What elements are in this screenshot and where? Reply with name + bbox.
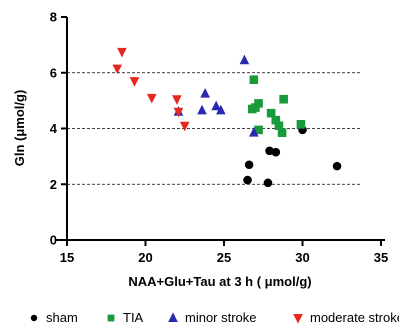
x-tick-label: 20 <box>138 250 152 265</box>
data-points <box>112 47 342 188</box>
data-point <box>172 95 182 105</box>
data-point <box>249 127 259 137</box>
data-point <box>197 104 207 115</box>
legend-marker <box>30 314 38 322</box>
data-point <box>271 147 281 157</box>
series-TIA <box>247 75 306 137</box>
legend-item-moderate-stroke: moderate stroke <box>293 310 399 325</box>
data-point <box>244 160 254 170</box>
x-tick-label: 15 <box>60 250 74 265</box>
y-tick-label: 4 <box>50 121 58 136</box>
legend-marker <box>293 314 303 324</box>
data-point <box>263 178 273 188</box>
legend-marker <box>168 312 178 322</box>
data-point <box>254 125 263 135</box>
legend-item-TIA: TIA <box>107 310 144 325</box>
y-tick-label: 0 <box>50 233 57 248</box>
data-point <box>266 108 276 118</box>
legend-label: minor stroke <box>185 310 257 325</box>
data-point <box>112 64 123 75</box>
data-point <box>179 121 190 132</box>
data-point <box>173 107 184 118</box>
data-point <box>296 120 306 129</box>
data-point <box>279 94 288 104</box>
x-axis-title: NAA+Glu+Tau at 3 h ( μmol/g) <box>128 274 311 289</box>
y-tick-label: 6 <box>50 65 57 80</box>
y-tick-label: 2 <box>50 177 57 192</box>
data-point <box>277 128 287 137</box>
data-point <box>129 77 140 87</box>
data-point <box>274 121 284 131</box>
data-point <box>247 104 257 114</box>
y-tick-label: 8 <box>50 10 57 25</box>
x-tick-label: 25 <box>217 250 231 265</box>
ticks: 0 2 4 6 8 15 20 25 30 35 <box>50 10 388 266</box>
data-point <box>271 115 281 125</box>
legend-label: TIA <box>123 310 144 325</box>
data-point <box>239 54 250 65</box>
data-point <box>249 75 259 85</box>
data-point <box>216 104 226 115</box>
legend-marker <box>107 314 115 322</box>
data-point <box>117 47 127 58</box>
y-axis-title: Gln (μmol/g) <box>12 90 27 167</box>
legend: sham TIA minor stroke moderate stroke <box>30 310 399 325</box>
legend-item-minor-stroke: minor stroke <box>168 310 257 325</box>
data-point <box>146 93 157 104</box>
series-sham <box>243 125 342 188</box>
data-point <box>243 175 252 185</box>
gridlines <box>67 72 361 185</box>
data-point <box>332 161 342 171</box>
legend-item-sham: sham <box>30 310 78 325</box>
legend-label: sham <box>46 310 78 325</box>
x-tick-label: 35 <box>374 250 388 265</box>
series-moderate-stroke <box>112 47 190 132</box>
x-tick-label: 30 <box>295 250 309 265</box>
data-point <box>200 88 210 98</box>
legend-label: moderate stroke <box>310 310 399 325</box>
data-point <box>211 100 221 111</box>
